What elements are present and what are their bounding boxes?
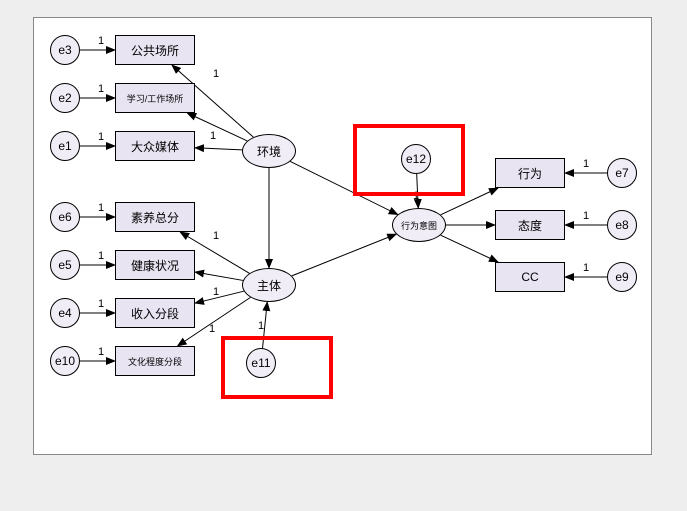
- node-sr[interactable]: 收入分段: [115, 298, 195, 328]
- node-hj[interactable]: 环境: [242, 134, 296, 168]
- highlight-box: [353, 124, 465, 196]
- edge-label: 1: [98, 298, 104, 310]
- node-e10[interactable]: e10: [50, 346, 80, 376]
- edge-label: 1: [583, 158, 589, 170]
- node-e5[interactable]: e5: [50, 250, 80, 280]
- node-xw[interactable]: 行为: [495, 158, 565, 188]
- edge-label: 1: [98, 202, 104, 214]
- edge-label: 1: [98, 250, 104, 262]
- node-e4[interactable]: e4: [50, 298, 80, 328]
- edge-label: 1: [213, 286, 219, 298]
- highlight-box: [221, 336, 333, 399]
- node-e8[interactable]: e8: [607, 210, 637, 240]
- edge-label: 1: [213, 230, 219, 242]
- node-xx[interactable]: 学习/工作场所: [115, 83, 195, 113]
- edge-label: 1: [98, 35, 104, 47]
- node-e2[interactable]: e2: [50, 83, 80, 113]
- node-sy[interactable]: 素养总分: [115, 202, 195, 232]
- edge-label: 1: [210, 130, 216, 142]
- node-e9[interactable]: e9: [607, 262, 637, 292]
- node-cc[interactable]: CC: [495, 262, 565, 292]
- diagram-canvas: e3e2e1e6e5e4e10e12e11e7e8e9公共场所学习/工作场所大众…: [0, 0, 687, 511]
- node-td[interactable]: 态度: [495, 210, 565, 240]
- node-gg[interactable]: 公共场所: [115, 35, 195, 65]
- edge-label: 1: [258, 320, 264, 332]
- edge-label: 1: [209, 323, 215, 335]
- edge-label: 1: [583, 210, 589, 222]
- node-e7[interactable]: e7: [607, 158, 637, 188]
- node-e1[interactable]: e1: [50, 131, 80, 161]
- edge-label: 1: [583, 262, 589, 274]
- node-dz[interactable]: 大众媒体: [115, 131, 195, 161]
- edge-label: 1: [213, 68, 219, 80]
- node-e6[interactable]: e6: [50, 202, 80, 232]
- edge-label: 1: [98, 131, 104, 143]
- node-wh[interactable]: 文化程度分段: [115, 346, 195, 376]
- edge-label: 1: [98, 83, 104, 95]
- node-e3[interactable]: e3: [50, 35, 80, 65]
- node-zt[interactable]: 主体: [242, 268, 296, 302]
- node-xwyt[interactable]: 行为意图: [392, 208, 446, 242]
- edge-label: 1: [98, 346, 104, 358]
- node-jk[interactable]: 健康状况: [115, 250, 195, 280]
